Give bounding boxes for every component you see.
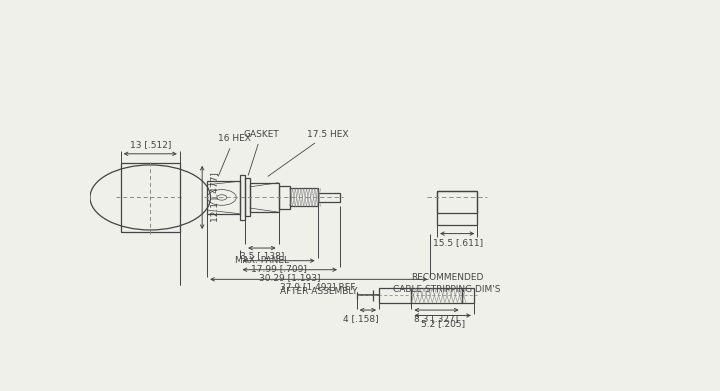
Bar (245, 178, 250, 217)
Text: 17.99 [.709]: 17.99 [.709] (251, 264, 307, 273)
Bar (379, 288, 411, 303)
Text: MAX. PANEL: MAX. PANEL (235, 256, 289, 265)
Text: 16 HEX: 16 HEX (217, 134, 251, 176)
Text: 17.5 HEX: 17.5 HEX (268, 130, 348, 176)
Bar (289, 188, 318, 206)
Bar (207, 181, 240, 214)
Bar (462, 288, 474, 303)
Text: 5.2 [.205]: 5.2 [.205] (420, 319, 464, 328)
Text: 12.1 [.477]: 12.1 [.477] (210, 172, 219, 222)
Text: 3.5 [.138]: 3.5 [.138] (240, 251, 284, 260)
Text: GASKET: GASKET (243, 130, 279, 175)
Bar (121, 163, 180, 232)
Text: AFTER ASSEMBLY: AFTER ASSEMBLY (280, 287, 358, 296)
Text: RECOMMENDED
CABLE STRIPPING DIM'S: RECOMMENDED CABLE STRIPPING DIM'S (393, 273, 501, 294)
Text: 13 [.512]: 13 [.512] (130, 141, 171, 150)
Text: 37.9 [1.492] REF.: 37.9 [1.492] REF. (280, 282, 357, 291)
Text: 15.5 [.611]: 15.5 [.611] (433, 238, 483, 247)
Text: 8.3 [.327]: 8.3 [.327] (415, 314, 459, 323)
Bar (279, 186, 289, 209)
Bar (240, 175, 245, 220)
Text: 4 [.158]: 4 [.158] (343, 314, 379, 323)
Bar (318, 193, 340, 202)
Bar (437, 192, 477, 213)
Bar (250, 183, 279, 212)
Text: 30.29 [1.193]: 30.29 [1.193] (259, 273, 320, 282)
Bar (437, 192, 477, 224)
Bar (411, 288, 462, 303)
